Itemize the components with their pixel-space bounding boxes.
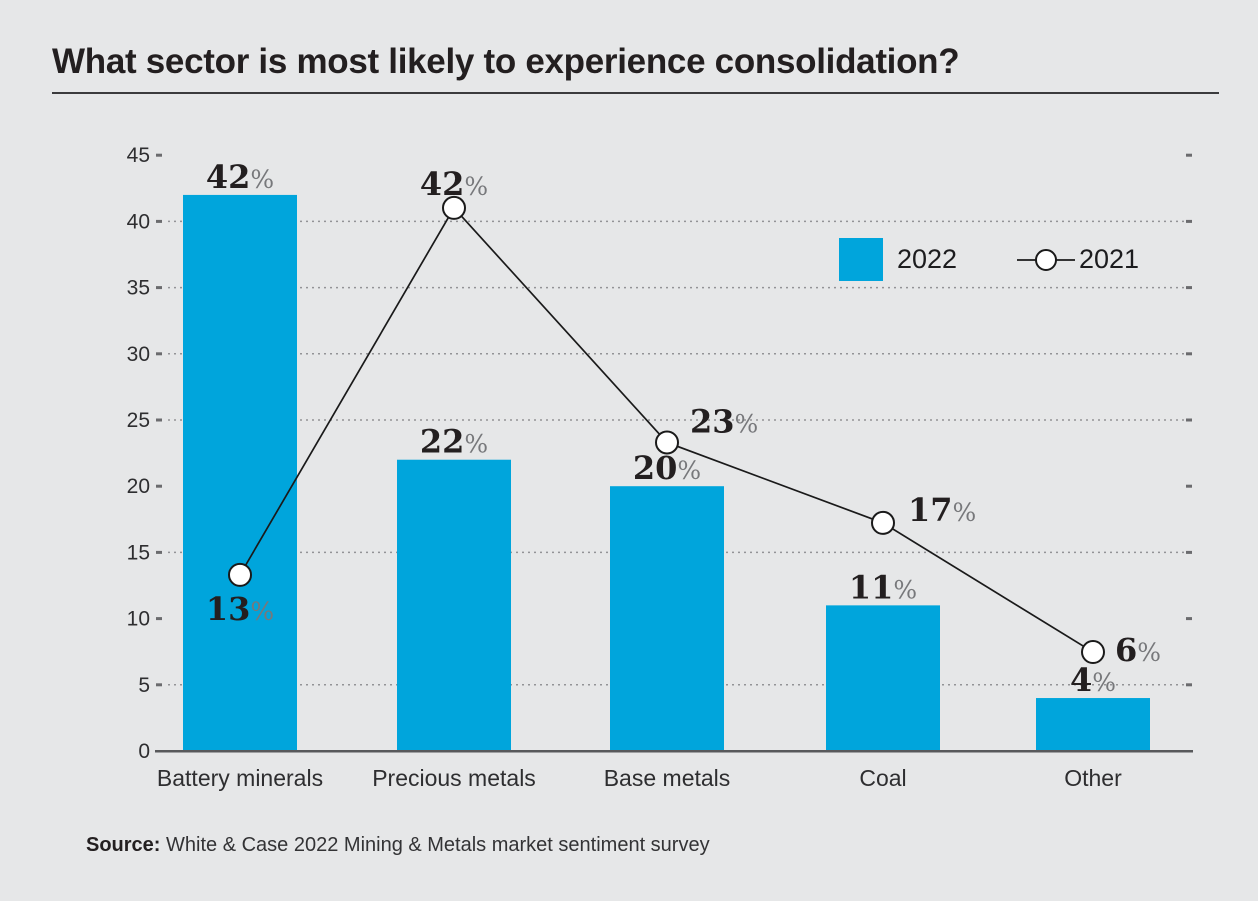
y-tick-left-45 [156, 153, 162, 157]
y-tick-right-5 [1186, 683, 1192, 687]
legend-swatch-2022 [839, 238, 883, 281]
x-category-label-precious-metals: Precious metals [372, 765, 536, 791]
bar-precious-metals [397, 459, 511, 751]
bar-value-label-battery-minerals: 42% [206, 158, 274, 196]
chart-legend: 2022 2021 [839, 238, 1149, 281]
legend-label-2022: 2022 [897, 244, 958, 274]
bar-value-label-base-metals: 20% [633, 449, 701, 487]
y-tick-left-35 [156, 286, 162, 290]
legend-line-marker-icon [1017, 249, 1075, 271]
y-tick-label-35: 35 [127, 277, 150, 300]
bar-battery-minerals [183, 194, 297, 752]
bar-coal [826, 605, 940, 751]
y-tick-label-10: 10 [127, 608, 150, 631]
x-category-label-battery-minerals: Battery minerals [157, 765, 323, 791]
y-tick-left-5 [156, 683, 162, 687]
y-tick-label-30: 30 [127, 343, 150, 366]
y-tick-left-10 [156, 617, 162, 621]
line-marker-battery-minerals [228, 562, 252, 587]
y-tick-label-40: 40 [127, 210, 150, 233]
source-text: White & Case 2022 Mining & Metals market… [166, 834, 710, 856]
line-value-label-base-metals: 23% [690, 402, 758, 440]
bar-value-label-coal: 11% [849, 568, 917, 606]
x-category-label-coal: Coal [859, 765, 906, 791]
line-marker-coal [871, 510, 895, 535]
y-tick-left-20 [156, 484, 162, 488]
line-value-label-coal: 17% [908, 491, 976, 529]
line-value-label-precious-metals: 42% [420, 165, 488, 203]
y-tick-right-25 [1186, 418, 1192, 422]
line-value-label-battery-minerals: 13% [206, 590, 274, 628]
y-tick-right-20 [1186, 484, 1192, 488]
legend-label-2021: 2021 [1079, 244, 1140, 274]
line-value-label-other: 6% [1115, 631, 1161, 669]
bar-value-label-precious-metals: 22% [420, 423, 488, 461]
y-tick-left-30 [156, 352, 162, 356]
x-axis-line [155, 750, 1193, 753]
x-category-label-base-metals: Base metals [604, 765, 731, 791]
y-tick-right-45 [1186, 153, 1192, 157]
y-tick-left-25 [156, 418, 162, 422]
y-tick-right-10 [1186, 617, 1192, 621]
y-tick-label-45: 45 [127, 144, 150, 167]
y-tick-label-0: 0 [138, 740, 150, 763]
source-label: Source: [86, 834, 161, 856]
source-note: Source: White & Case 2022 Mining & Metal… [86, 834, 710, 857]
y-tick-label-5: 5 [138, 674, 150, 697]
y-tick-right-30 [1186, 352, 1192, 356]
y-tick-label-25: 25 [127, 409, 150, 432]
y-tick-left-40 [156, 219, 162, 223]
bar-base-metals [610, 486, 724, 751]
bar-value-label-other: 4% [1070, 661, 1116, 699]
y-tick-label-20: 20 [127, 475, 150, 498]
y-tick-right-40 [1186, 219, 1192, 223]
line-marker-other [1081, 640, 1105, 665]
bar-other [1036, 698, 1150, 751]
line-marker-precious-metals [442, 195, 466, 220]
line-marker-base-metals [655, 430, 679, 455]
y-tick-left-15 [156, 550, 162, 554]
y-tick-right-35 [1186, 286, 1192, 290]
title-divider [52, 92, 1219, 94]
x-category-label-other: Other [1064, 765, 1122, 791]
y-tick-label-15: 15 [127, 541, 150, 564]
chart-title: What sector is most likely to experience… [52, 42, 960, 81]
y-tick-right-15 [1186, 550, 1192, 554]
